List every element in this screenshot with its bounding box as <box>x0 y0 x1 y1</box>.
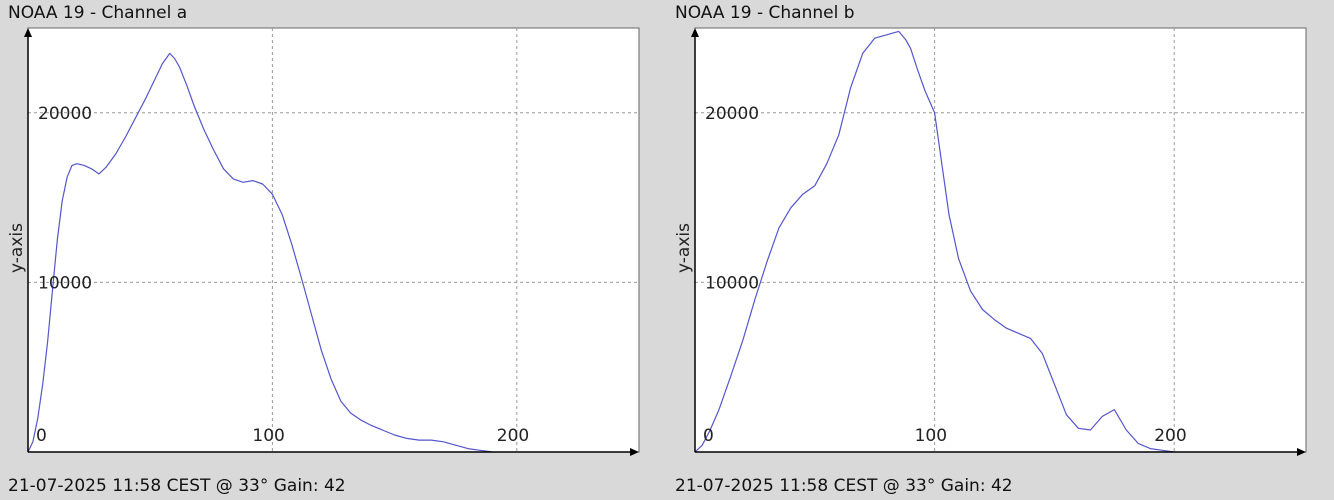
y-tick-label: 10000 <box>38 273 92 293</box>
plot-area <box>27 27 640 453</box>
chart-title: NOAA 19 - Channel a <box>8 3 188 23</box>
x-tick-label: 0 <box>703 426 714 446</box>
y-tick-label: 20000 <box>38 104 92 124</box>
x-tick-label: 100 <box>252 426 284 446</box>
axes <box>24 28 639 456</box>
x-tick-label: 0 <box>36 426 47 446</box>
line-chart-channel-b: 0 100 200 10000 20000 y-axis <box>674 27 1307 456</box>
chart-panel-a: NOAA 19 - Channel a 0 100 200 10000 20000 y-… <box>7 3 640 496</box>
gridlines <box>695 28 1306 452</box>
y-axis-label: y-axis <box>7 223 27 273</box>
series-layer <box>694 30 1175 453</box>
gridlines <box>28 28 639 452</box>
chart-panel-b: NOAA 19 - Channel b 0 100 200 10000 20000 y-… <box>667 0 1334 500</box>
y-tick-label: 20000 <box>705 104 759 124</box>
chart-title: NOAA 19 - Channel b <box>675 3 855 23</box>
data-line <box>27 52 493 453</box>
tick-labels: 0 100 200 10000 20000 <box>36 104 529 446</box>
x-tick-label: 100 <box>915 426 947 446</box>
plot-background <box>27 27 640 453</box>
axes <box>691 28 1306 456</box>
capture-info: 21-07-2025 11:58 CEST @ 33° Gain: 42 <box>8 476 346 496</box>
y-axis-label: y-axis <box>674 223 694 273</box>
y-axis-arrow <box>691 28 699 37</box>
series-layer <box>27 52 493 453</box>
capture-info: 21-07-2025 11:58 CEST @ 33° Gain: 42 <box>675 476 1013 496</box>
data-line <box>694 30 1175 453</box>
x-axis-arrow <box>630 448 639 456</box>
x-tick-label: 200 <box>1154 426 1186 446</box>
tick-labels: 0 100 200 10000 20000 <box>703 104 1187 446</box>
x-tick-label: 200 <box>497 426 529 446</box>
plot-area <box>694 27 1307 453</box>
y-tick-label: 10000 <box>705 273 759 293</box>
y-axis-arrow <box>24 28 32 37</box>
x-axis-arrow <box>1297 448 1306 456</box>
plot-background <box>694 27 1307 453</box>
line-chart-channel-a: 0 100 200 10000 20000 y-axis <box>7 27 640 456</box>
